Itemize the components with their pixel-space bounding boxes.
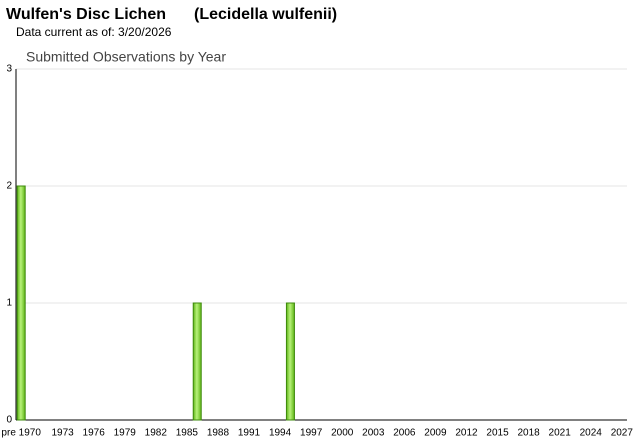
x-tick-label: 1994 xyxy=(269,428,292,439)
x-tick-label: 2012 xyxy=(455,428,478,439)
x-tick-label: 2000 xyxy=(331,428,354,439)
scientific-name: (Lecidella wulfenii) xyxy=(194,6,337,23)
bar xyxy=(192,302,202,421)
x-tick-label: pre 1970 xyxy=(1,428,41,439)
x-tick-label: 2009 xyxy=(424,428,447,439)
x-tick-label: 1997 xyxy=(300,428,323,439)
y-tick-label: 2 xyxy=(6,181,12,192)
x-tick-label: 2018 xyxy=(517,428,540,439)
x-tick-label: 1982 xyxy=(145,428,168,439)
chart-title: Submitted Observations by Year xyxy=(26,49,226,65)
x-tick-label: 2003 xyxy=(362,428,385,439)
x-tick-label: 1985 xyxy=(176,428,199,439)
x-tick-label: 1973 xyxy=(51,428,74,439)
x-tick-label: 1991 xyxy=(238,428,261,439)
x-tick-label: 2027 xyxy=(611,428,634,439)
x-tick-label: 1988 xyxy=(207,428,230,439)
y-tick-label: 3 xyxy=(6,64,12,75)
x-tick-label: 1976 xyxy=(83,428,106,439)
subtitle: Data current as of: 3/20/2026 xyxy=(16,25,172,39)
x-tick-label: 2024 xyxy=(580,428,603,439)
x-tick-label: 1979 xyxy=(114,428,137,439)
x-tick-label: 2021 xyxy=(549,428,572,439)
y-tick-label: 1 xyxy=(6,298,12,309)
x-tick-label: 2015 xyxy=(486,428,509,439)
species-name: Wulfen's Disc Lichen xyxy=(6,6,166,23)
y-tick-label: 0 xyxy=(6,415,12,426)
x-tick-label: 2006 xyxy=(393,428,416,439)
bar xyxy=(16,185,26,421)
bar xyxy=(285,302,295,421)
